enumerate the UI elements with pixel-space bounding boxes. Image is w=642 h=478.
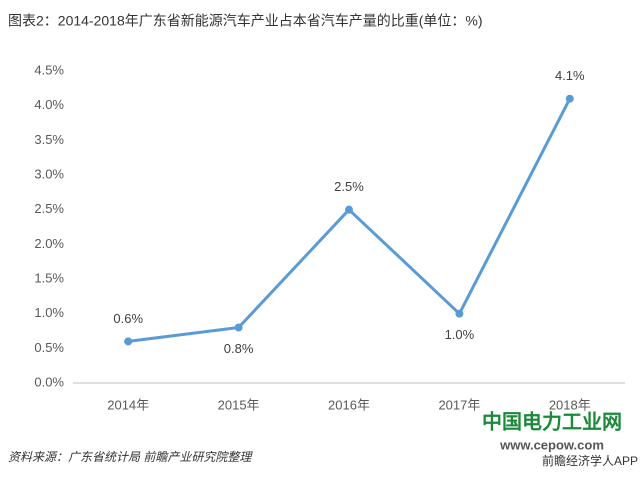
chart-title: 图表2：2014-2018年广东省新能源汽车产业占本省汽车产量的比重(单位：%): [8, 13, 483, 29]
y-tick-label: 0.0%: [34, 374, 64, 389]
x-tick-label: 2017年: [438, 397, 480, 412]
line-series: [128, 98, 572, 343]
y-tick-label: 1.0%: [34, 305, 64, 320]
y-tick-label: 0.5%: [34, 340, 64, 355]
point: [345, 205, 353, 214]
app-label: 前瞻经济学人APP: [542, 453, 638, 468]
x-tick-label: 2015年: [218, 397, 260, 412]
data-label: 2.5%: [334, 179, 364, 194]
data-label: 0.8%: [224, 341, 254, 356]
point: [455, 309, 464, 318]
point: [124, 337, 133, 346]
x-tick-label: 2018年: [549, 397, 591, 412]
point: [565, 94, 574, 103]
data-label: 1.0%: [445, 327, 475, 342]
watermark: 中国电力工业网: [482, 409, 622, 433]
y-tick-label: 3.0%: [34, 166, 64, 181]
y-tick-label: 3.5%: [34, 132, 64, 147]
data-label: 0.6%: [113, 311, 143, 326]
watermark-url: www.cepow.com: [499, 437, 604, 452]
point: [234, 323, 243, 332]
y-tick-label: 4.5%: [34, 62, 64, 77]
y-tick-label: 1.5%: [34, 270, 64, 285]
y-tick-label: 4.0%: [34, 97, 64, 112]
source-note: 资料来源：广东省统计局 前瞻产业研究院整理: [8, 450, 253, 464]
x-tick-label: 2016年: [328, 397, 370, 412]
x-tick-label: 2014年: [107, 397, 149, 412]
data-label: 4.1%: [555, 68, 585, 83]
y-tick-label: 2.0%: [34, 236, 64, 251]
y-tick-label: 2.5%: [34, 201, 64, 216]
